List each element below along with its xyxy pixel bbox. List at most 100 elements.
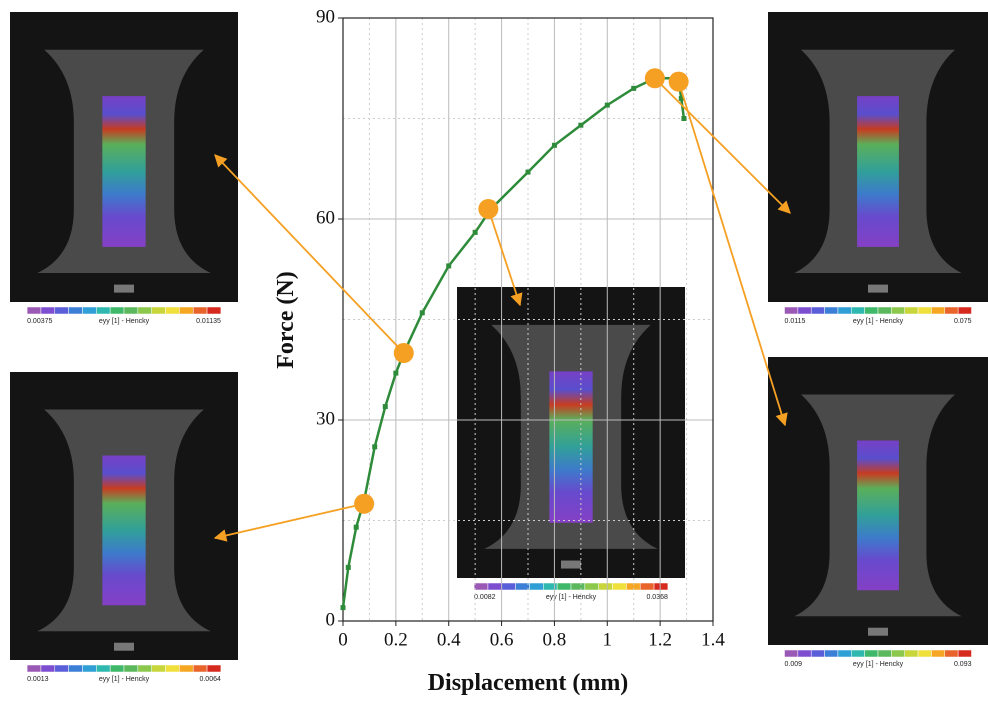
colorbar-swatch	[96, 306, 111, 315]
colorbar-swatch	[837, 306, 852, 315]
colorbar-swatch	[904, 306, 919, 315]
colorbar-swatch	[810, 306, 825, 315]
data-point	[631, 85, 637, 91]
colorbar-swatch	[473, 582, 489, 591]
data-point	[446, 263, 452, 269]
colorbar-swatch	[824, 306, 839, 315]
data-point	[382, 404, 388, 410]
arrow	[654, 77, 791, 214]
x-tick-label: 0.6	[490, 629, 514, 650]
colorbar-swatch	[123, 664, 139, 673]
colorbar-swatch	[891, 306, 905, 315]
colorbar-max: 0.01135	[196, 318, 221, 325]
x-axis-title: Displacement (mm)	[428, 670, 629, 696]
colorbar-swatch	[137, 664, 152, 673]
y-tick-label: 90	[316, 6, 335, 27]
x-tick-label: 1.4	[701, 629, 725, 650]
colorbar-swatch	[137, 306, 152, 315]
colorbar-label: eyy [1] - Hencky	[99, 318, 150, 325]
highlight-marker	[354, 493, 375, 514]
colorbar-swatch	[82, 306, 97, 315]
colorbar-swatch	[584, 582, 599, 591]
colorbar-swatch	[810, 649, 825, 658]
data-point	[345, 564, 351, 570]
colorbar-swatch	[851, 306, 865, 315]
colorbar-swatch	[26, 664, 42, 673]
colorbar-swatch	[151, 664, 166, 673]
colorbar-swatch	[206, 306, 222, 315]
strain-field	[102, 96, 146, 247]
colorbar-swatch	[192, 664, 208, 673]
colorbar-swatch	[877, 306, 892, 315]
colorbar-swatch	[931, 306, 946, 315]
colorbar-swatch	[864, 649, 879, 658]
colorbar-max: 0.075	[954, 318, 972, 325]
arrow	[214, 154, 405, 354]
strain-field	[857, 96, 899, 247]
colorbar-label: eyy [1] - Hencky	[853, 318, 904, 325]
data-point	[551, 142, 557, 148]
x-tick-label: 1	[603, 629, 613, 650]
colorbar-swatch	[54, 306, 69, 315]
data-point	[604, 102, 610, 108]
y-axis-title: Force (N)	[273, 271, 299, 369]
colorbar-swatch	[109, 306, 125, 315]
colorbar-swatch	[123, 306, 139, 315]
colorbar-swatch	[82, 664, 97, 673]
y-tick-label: 0	[326, 609, 336, 630]
colorbar-min: 0.009	[785, 661, 803, 668]
highlight-marker	[478, 198, 499, 219]
colorbar-swatch	[556, 582, 572, 591]
highlight-marker	[668, 71, 689, 92]
colorbar-min: 0.0115	[785, 318, 806, 325]
colorbar-min: 0.00375	[27, 318, 52, 325]
strain-field	[857, 440, 899, 591]
colorbar-swatch	[96, 664, 111, 673]
colorbar-swatch	[797, 649, 812, 658]
inset: 0.0115 eyy [1] - Hencky 0.075	[768, 12, 988, 325]
colorbar-swatch	[192, 306, 208, 315]
colorbar-max: 0.0064	[199, 676, 221, 683]
colorbar-swatch	[570, 582, 586, 591]
x-tick-label: 0.2	[384, 629, 408, 650]
colorbar-swatch	[165, 306, 180, 315]
colorbar-swatch	[917, 306, 932, 315]
colorbar-swatch	[904, 649, 919, 658]
grip	[114, 284, 134, 293]
grip	[868, 627, 888, 636]
colorbar-swatch	[515, 582, 530, 591]
colorbar-label: eyy [1] - Hencky	[546, 594, 597, 601]
colorbar-swatch	[68, 306, 83, 315]
data-point	[393, 370, 399, 376]
x-tick-label: 0.8	[543, 629, 567, 650]
colorbar-min: 0.0013	[27, 676, 49, 683]
colorbar-swatch	[109, 664, 125, 673]
inset: 0.009 eyy [1] - Hencky 0.093	[768, 357, 988, 668]
colorbar-swatch	[891, 649, 905, 658]
data-point	[340, 605, 346, 611]
grip	[868, 284, 888, 293]
colorbar-swatch	[931, 649, 946, 658]
colorbar-swatch	[612, 582, 627, 591]
y-tick-label: 60	[316, 207, 335, 228]
colorbar-swatch	[26, 306, 42, 315]
colorbar-swatch	[944, 306, 959, 315]
colorbar-swatch	[784, 649, 799, 658]
colorbar-max: 0.0368	[646, 594, 668, 601]
colorbar-swatch	[864, 306, 879, 315]
colorbar-swatch	[957, 306, 972, 315]
colorbar-min: 0.0082	[474, 594, 496, 601]
colorbar-swatch	[797, 306, 812, 315]
data-point	[472, 229, 478, 235]
colorbar-swatch	[653, 582, 669, 591]
colorbar-swatch	[40, 664, 56, 673]
colorbar-swatch	[824, 649, 839, 658]
colorbar-swatch	[165, 664, 180, 673]
data-point	[678, 95, 684, 101]
arrow	[677, 81, 788, 427]
y-tick-label: 30	[316, 408, 335, 429]
data-point	[578, 122, 584, 128]
colorbar-swatch	[40, 306, 56, 315]
colorbar-swatch	[206, 664, 222, 673]
